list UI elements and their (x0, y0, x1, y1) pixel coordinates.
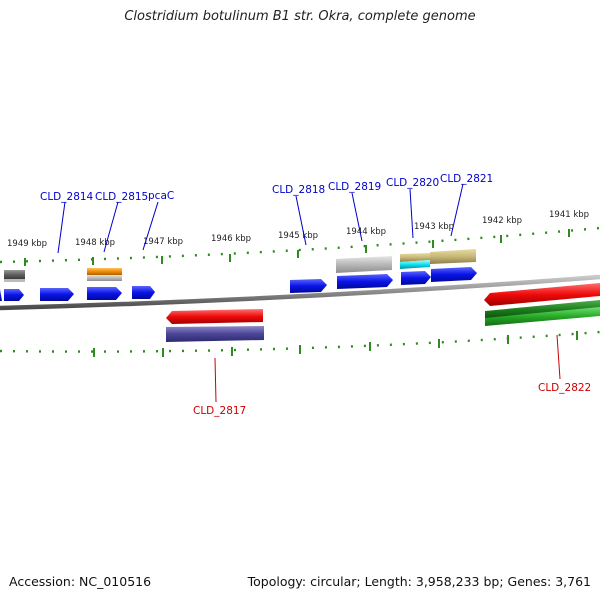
reverse-gene-arrow[interactable] (166, 326, 264, 342)
forward-gene-arrow[interactable] (431, 267, 477, 282)
scale-label: 1943 kbp (414, 222, 454, 232)
forward-gene-arrow[interactable] (40, 288, 74, 301)
label-leaders (57, 183, 464, 254)
leader-line (409, 188, 414, 239)
scale-label: 1948 kbp (75, 238, 115, 248)
forward-gene-arrow[interactable] (337, 274, 393, 289)
outer-tick-dots (0, 226, 600, 264)
forward-gene-arrow[interactable] (0, 289, 2, 301)
feature-track[interactable] (4, 249, 476, 282)
feature-block[interactable] (400, 260, 430, 269)
gene-label[interactable]: CLD_2819 (328, 181, 381, 193)
accession-text: Accession: NC_010516 (9, 574, 152, 589)
leader-line (450, 183, 464, 237)
gene-label[interactable]: CLD_2818 (272, 184, 325, 196)
leader-line (351, 192, 363, 242)
feature-block[interactable] (400, 253, 430, 262)
genome-title: Clostridium botulinum B1 str. Okra, comp… (124, 9, 476, 24)
feature-block[interactable] (87, 275, 122, 281)
scale-label: 1946 kbp (211, 234, 251, 244)
genome-backbone (0, 274, 600, 311)
gene-label[interactable]: CLD_2814 (40, 191, 94, 203)
feature-block[interactable] (336, 256, 392, 273)
leader-line (214, 357, 217, 403)
outer-tick-ring (0, 226, 600, 266)
feature-block[interactable] (4, 279, 25, 282)
inner-tick-ring (0, 330, 600, 357)
gene-label[interactable]: pcaC (148, 190, 174, 202)
scale-label: 1941 kbp (549, 210, 589, 220)
gene-label[interactable]: CLD_2822 (538, 382, 591, 394)
gene-label[interactable]: CLD_2815 (95, 191, 148, 203)
forward-gene-arrow[interactable] (132, 286, 155, 299)
scale-label: 1944 kbp (346, 227, 386, 237)
leader-line (103, 201, 119, 253)
reverse-gene-arrow[interactable] (485, 307, 600, 326)
label-leaders-reverse (214, 334, 561, 403)
reverse-gene-arrow[interactable] (166, 309, 263, 324)
reverse-gene-arrow[interactable] (485, 300, 600, 320)
scale-labels: 1949 kbp 1948 kbp 1947 kbp 1946 kbp 1945… (7, 210, 589, 249)
feature-block[interactable] (4, 270, 25, 279)
feature-block[interactable] (430, 249, 476, 264)
scale-label: 1942 kbp (482, 216, 522, 226)
forward-gene-arrow[interactable] (87, 287, 122, 300)
scale-label: 1947 kbp (143, 237, 183, 247)
leader-line (556, 334, 561, 380)
gene-label[interactable]: CLD_2821 (440, 173, 493, 185)
leader-line (142, 201, 159, 251)
gene-label[interactable]: CLD_2820 (386, 177, 439, 189)
scale-label: 1949 kbp (7, 239, 47, 249)
feature-block[interactable] (87, 268, 122, 275)
forward-genes[interactable] (0, 267, 477, 301)
gene-label[interactable]: CLD_2817 (193, 405, 246, 417)
genome-summary-text: Topology: circular; Length: 3,958,233 bp… (247, 574, 591, 589)
gene-labels: CLD_2814 CLD_2815 pcaC CLD_2818 CLD_2819… (40, 173, 591, 417)
reverse-genes[interactable] (166, 283, 600, 342)
leader-line (57, 201, 66, 254)
leader-line (295, 195, 307, 246)
forward-gene-arrow[interactable] (4, 289, 24, 301)
reverse-gene-arrow[interactable] (484, 283, 600, 306)
forward-gene-arrow[interactable] (290, 279, 327, 293)
scale-label: 1945 kbp (278, 231, 318, 241)
forward-gene-arrow[interactable] (401, 271, 431, 285)
